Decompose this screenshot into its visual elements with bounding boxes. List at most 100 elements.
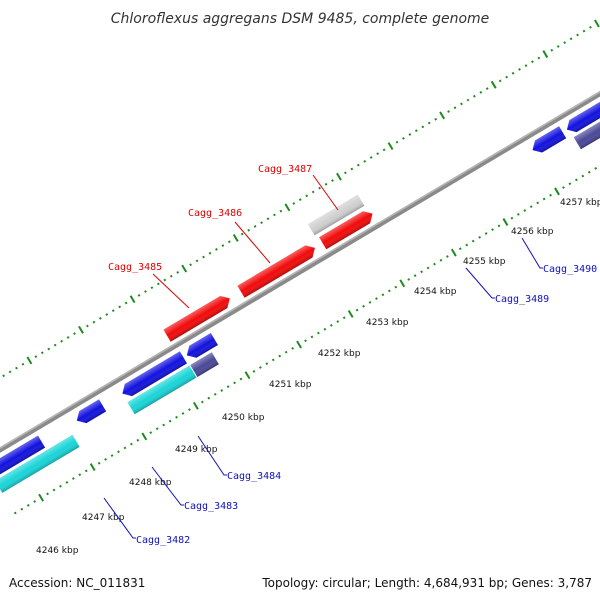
tick-mark-minor <box>479 91 483 94</box>
tick-label: 4253 kbp <box>366 318 409 328</box>
tick-mark-minor <box>208 251 212 255</box>
tick-mark-major <box>181 264 188 273</box>
tick-mark-minor <box>408 133 412 136</box>
tick-mark-minor <box>323 327 327 331</box>
tick-mark-minor <box>569 37 573 41</box>
tick-mark-minor <box>350 167 354 171</box>
tick-mark-minor <box>563 41 567 44</box>
tick-mark-minor <box>149 431 153 434</box>
tick-mark-minor <box>510 216 514 220</box>
tick-label: 4251 kbp <box>269 380 312 390</box>
tick-mark-minor <box>402 136 405 140</box>
tick-label: 4249 kbp <box>175 445 218 455</box>
tick-mark-minor <box>536 201 540 205</box>
tick-mark-minor <box>60 339 64 343</box>
tick-mark-minor <box>104 458 107 461</box>
tick-mark-minor <box>181 412 185 415</box>
tick-mark-minor <box>376 152 380 156</box>
tick-mark-minor <box>110 454 114 457</box>
tick-mark-minor <box>434 117 438 121</box>
tick-dots <box>2 19 600 515</box>
tick-mark-minor <box>363 159 367 163</box>
tick-mark-minor <box>344 171 347 175</box>
tick-mark-minor <box>52 488 56 492</box>
tick-mark-minor <box>387 289 391 293</box>
tick-mark-minor <box>240 232 244 236</box>
tick-mark-minor <box>549 193 552 197</box>
tick-mark-minor <box>484 232 488 235</box>
tick-mark-major <box>490 80 497 89</box>
gene-label: Cagg_3485 <box>108 262 162 273</box>
gene-label: Cagg_3489 <box>495 294 549 305</box>
callout-lines <box>103 174 543 539</box>
genome-backbone-highlight <box>0 70 600 460</box>
tick-mark-minor <box>40 351 44 355</box>
tick-mark-minor <box>20 507 24 511</box>
tick-mark-minor <box>46 492 49 496</box>
tick-mark-minor <box>531 60 534 64</box>
tick-mark-minor <box>589 25 592 29</box>
tick-mark-minor <box>105 313 109 316</box>
tick-label: 4247 kbp <box>82 513 125 523</box>
tick-mark-minor <box>117 450 120 454</box>
tick-mark-major <box>399 279 406 288</box>
tick-mark-minor <box>562 186 565 189</box>
tick-mark-minor <box>247 228 251 232</box>
tick-mark-major <box>502 218 509 226</box>
tick-mark-minor <box>150 286 154 290</box>
tick-mark-minor <box>329 324 333 327</box>
tick-mark-major <box>296 340 302 349</box>
tick-mark-minor <box>144 290 147 293</box>
accession-text: Accession: NC_011831 <box>9 576 145 590</box>
tick-mark-minor <box>433 262 436 266</box>
tick-mark-minor <box>86 324 89 328</box>
tick-mark-major <box>542 50 549 59</box>
tick-mark-minor <box>395 140 399 144</box>
callout-cagg-3489 <box>465 267 495 299</box>
tick-mark-major <box>347 309 354 318</box>
tick-mark-major <box>593 19 600 28</box>
tick-mark-minor <box>176 271 180 274</box>
tick-mark-minor <box>169 274 173 278</box>
tick-mark-minor <box>497 224 501 228</box>
tick-mark-minor <box>524 64 528 67</box>
tick-labels: 4246 kbp 4247 kbp 4248 kbp 4249 kbp 4250… <box>36 198 600 556</box>
tick-mark-minor <box>260 221 263 224</box>
tick-mark-minor <box>511 71 515 75</box>
tick-mark-minor <box>239 377 243 381</box>
tick-mark-minor <box>498 79 502 83</box>
tick-mark-minor <box>556 45 560 48</box>
tick-mark-minor <box>342 316 346 320</box>
tick-mark-minor <box>478 235 482 239</box>
callout-cagg-3487 <box>312 174 339 211</box>
tick-mark-major <box>141 432 148 441</box>
callout-cagg-3485 <box>152 273 190 309</box>
tick-label: 4254 kbp <box>414 287 457 297</box>
tick-mark-minor <box>252 369 256 373</box>
tick-mark-minor <box>414 129 418 133</box>
tick-mark-minor <box>298 198 302 201</box>
tick-mark-minor <box>465 243 469 247</box>
tick-mark-minor <box>537 56 541 60</box>
tick-mark-minor <box>98 316 102 320</box>
tick-mark-minor <box>266 217 270 221</box>
tick-mark-minor <box>382 148 386 152</box>
map-title: Chloroflexus aggregans DSM 9485, complet… <box>111 11 490 27</box>
tick-mark-major <box>284 203 291 212</box>
tick-mark-minor <box>273 213 276 217</box>
callout-cagg-3484 <box>197 435 227 476</box>
tick-mark-minor <box>97 461 101 465</box>
tick-mark-minor <box>26 503 30 507</box>
gene-labels: Cagg_3485 Cagg_3486 Cagg_3487 Cagg_3482 … <box>108 164 597 546</box>
callout-cagg-3482 <box>103 497 136 539</box>
tick-label: 4252 kbp <box>318 349 361 359</box>
tick-label: 4256 kbp <box>511 227 554 237</box>
tick-mark-minor <box>427 121 431 125</box>
tick-label: 4257 kbp <box>560 198 600 208</box>
tick-mark-minor <box>259 366 262 369</box>
tick-mark-minor <box>471 239 475 243</box>
tick-mark-minor <box>136 438 140 442</box>
tick-mark-minor <box>574 178 578 182</box>
tick-mark-minor <box>447 110 450 113</box>
